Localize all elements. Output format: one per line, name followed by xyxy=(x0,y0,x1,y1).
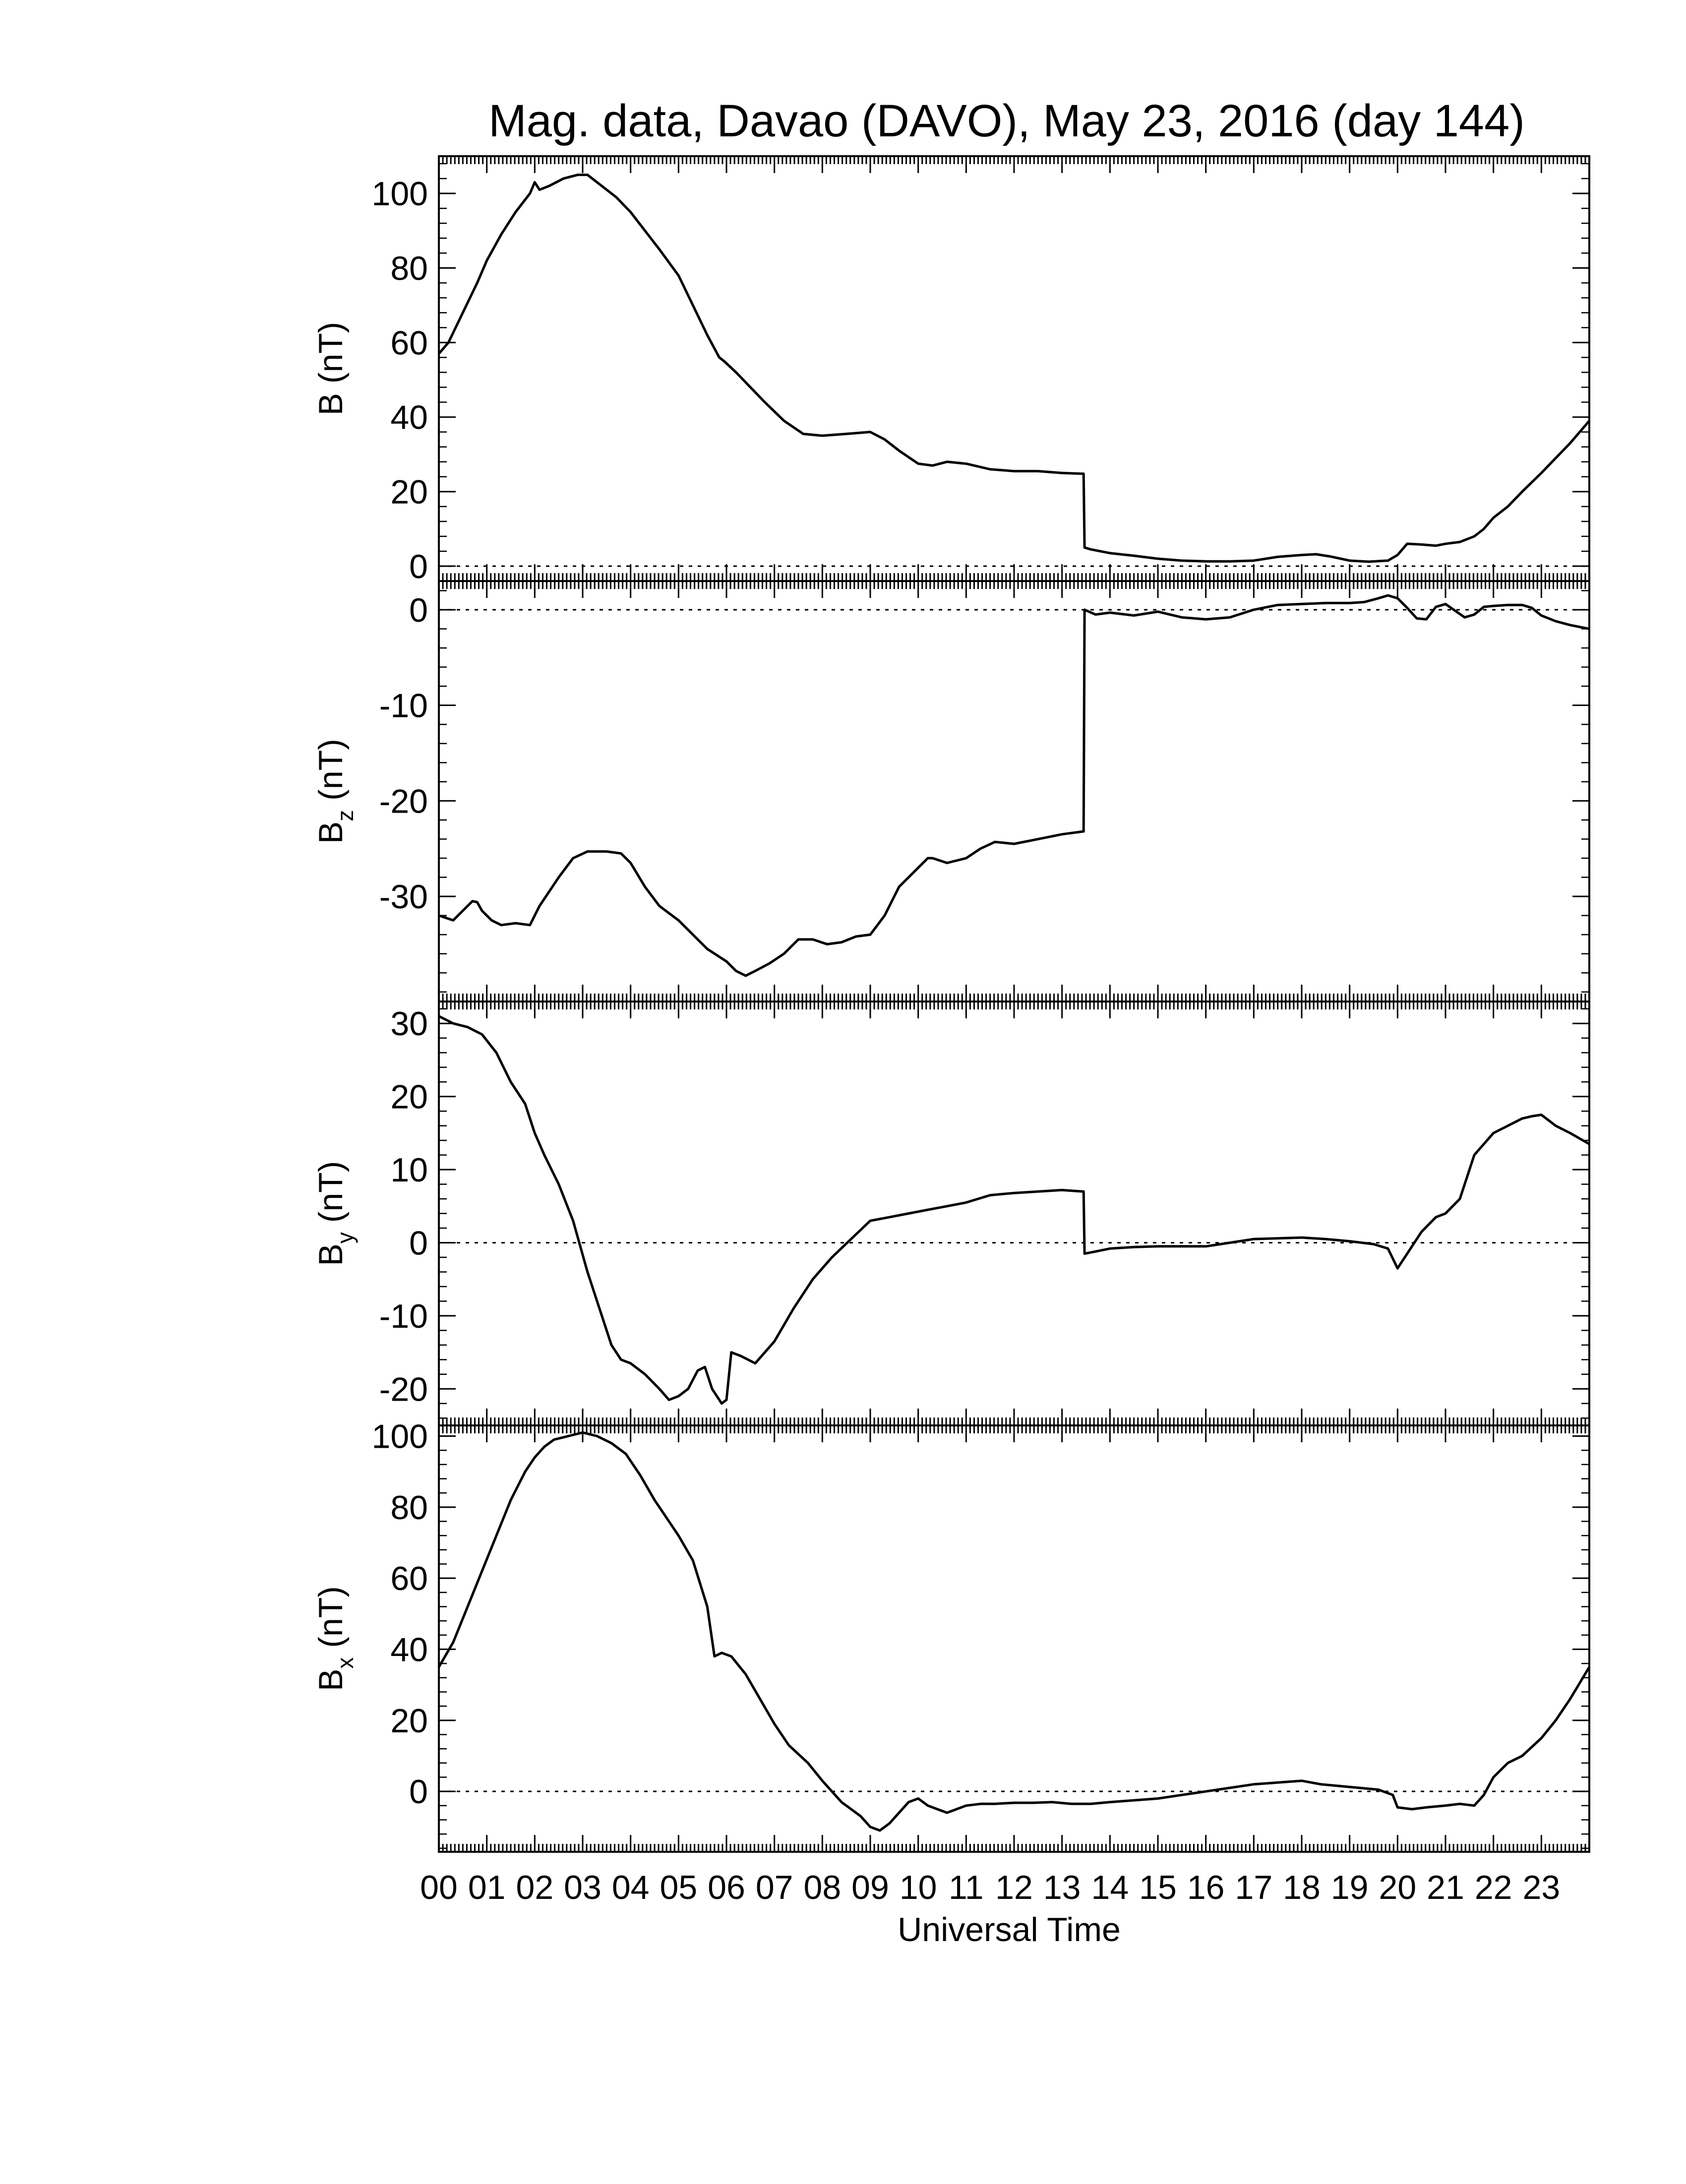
panel-frame xyxy=(438,580,1590,1003)
panel-4: 0 20 40 60 80 100 Bx (nT) xyxy=(312,1418,1591,1853)
y-axis-title: Bx (nT) xyxy=(312,1586,358,1691)
x-tick-label: 01 xyxy=(468,1869,506,1906)
y-tick-label: 20 xyxy=(390,473,428,511)
panel-y-axis: 0 20 40 60 80 100 xyxy=(372,163,1589,586)
series-line xyxy=(438,1015,1590,1405)
panel-frame xyxy=(438,1001,1590,1426)
y-tick-label: 0 xyxy=(409,591,428,629)
y-tick-label: 60 xyxy=(390,1560,428,1597)
x-tick-label: 03 xyxy=(564,1869,602,1906)
series-line xyxy=(437,1431,1591,1832)
y-tick-label: 100 xyxy=(372,175,428,213)
x-tick-label: 09 xyxy=(851,1869,889,1906)
panel-x-ticks xyxy=(438,581,1590,1002)
y-tick-label: -20 xyxy=(379,1370,428,1408)
x-tick-label: 18 xyxy=(1283,1869,1321,1906)
panel-x-ticks xyxy=(438,1425,1590,1852)
x-axis: 00 01 02 03 04 05 06 07 08 09 10 11 12 13 14 15 16 17 18 19… xyxy=(420,1869,1560,1906)
y-tick-label: 0 xyxy=(409,1773,428,1811)
panel-y-axis: 0 -10 -20 -30 xyxy=(379,590,1589,993)
x-tick-label: 02 xyxy=(516,1869,554,1906)
panel-x-ticks xyxy=(438,1002,1590,1425)
x-tick-label: 06 xyxy=(708,1869,745,1906)
panel-3: 30 20 10 0 -10 -20 By (nT) xyxy=(312,1001,1590,1426)
y-tick-label: -30 xyxy=(379,878,428,916)
x-tick-label: 17 xyxy=(1235,1869,1273,1906)
y-tick-label: -10 xyxy=(379,1298,428,1335)
x-tick-label: 16 xyxy=(1187,1869,1225,1906)
x-tick-label: 04 xyxy=(612,1869,650,1906)
y-axis-title: B (nT) xyxy=(312,322,350,415)
panel-1: 0 20 40 60 80 100 B (nT) xyxy=(312,155,1590,586)
y-axis-title: By (nT) xyxy=(312,1161,358,1266)
x-tick-label: 05 xyxy=(660,1869,698,1906)
x-tick-label: 23 xyxy=(1523,1869,1561,1906)
x-tick-label: 11 xyxy=(949,1869,984,1906)
panel-y-axis: 30 20 10 0 -10 -20 xyxy=(379,1005,1589,1419)
y-tick-label: -10 xyxy=(379,687,428,725)
x-tick-label: 10 xyxy=(900,1869,937,1906)
x-tick-label: 20 xyxy=(1379,1869,1417,1906)
panel-y-axis: 0 20 40 60 80 100 xyxy=(372,1418,1589,1849)
y-tick-label: 30 xyxy=(390,1005,428,1043)
x-tick-label: 12 xyxy=(995,1869,1033,1906)
y-tick-label: 60 xyxy=(390,324,428,362)
x-tick-label: 13 xyxy=(1043,1869,1081,1906)
panel-frame xyxy=(438,1424,1590,1853)
y-axis-title: Bz (nT) xyxy=(312,739,358,844)
series-line xyxy=(438,594,1590,977)
x-tick-label: 22 xyxy=(1475,1869,1512,1906)
x-tick-label: 07 xyxy=(756,1869,793,1906)
y-tick-label: 80 xyxy=(390,250,428,288)
x-tick-label: 08 xyxy=(804,1869,842,1906)
chart-title: Mag. data, Davao (DAVO), May 23, 2016 (d… xyxy=(488,96,1525,146)
y-tick-label: 0 xyxy=(409,1224,428,1262)
y-tick-label: 0 xyxy=(409,548,428,586)
x-tick-label: 19 xyxy=(1331,1869,1369,1906)
y-tick-label: 20 xyxy=(390,1702,428,1740)
y-tick-label: -20 xyxy=(379,782,428,820)
x-tick-label: 21 xyxy=(1427,1869,1464,1906)
y-tick-label: 10 xyxy=(390,1151,428,1189)
y-tick-label: 40 xyxy=(390,399,428,436)
y-tick-label: 80 xyxy=(390,1489,428,1527)
x-tick-label: 14 xyxy=(1091,1869,1129,1906)
x-tick-label: 00 xyxy=(420,1869,458,1906)
y-tick-label: 20 xyxy=(390,1078,428,1116)
x-axis-title: Universal Time xyxy=(898,1911,1121,1948)
y-tick-label: 40 xyxy=(390,1631,428,1669)
y-tick-label: 100 xyxy=(372,1418,428,1456)
panel-x-ticks xyxy=(438,156,1590,581)
x-tick-label: 15 xyxy=(1139,1869,1177,1906)
panel-2: 0 -10 -20 -30 Bz (nT) xyxy=(312,580,1590,1003)
panel-frame xyxy=(438,155,1590,582)
series-line xyxy=(438,174,1590,563)
